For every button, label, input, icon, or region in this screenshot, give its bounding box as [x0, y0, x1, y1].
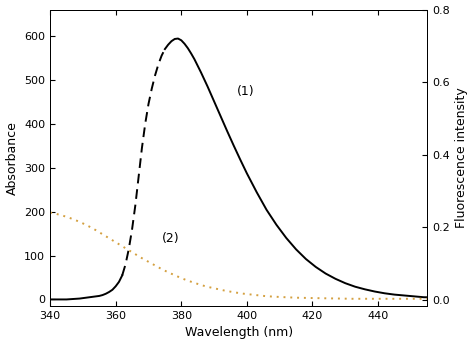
Text: (2): (2) — [162, 232, 179, 245]
Text: (1): (1) — [237, 85, 255, 98]
Y-axis label: Fluorescence intensity: Fluorescence intensity — [456, 87, 468, 228]
Y-axis label: Absorbance: Absorbance — [6, 121, 18, 195]
X-axis label: Wavelength (nm): Wavelength (nm) — [185, 326, 293, 339]
